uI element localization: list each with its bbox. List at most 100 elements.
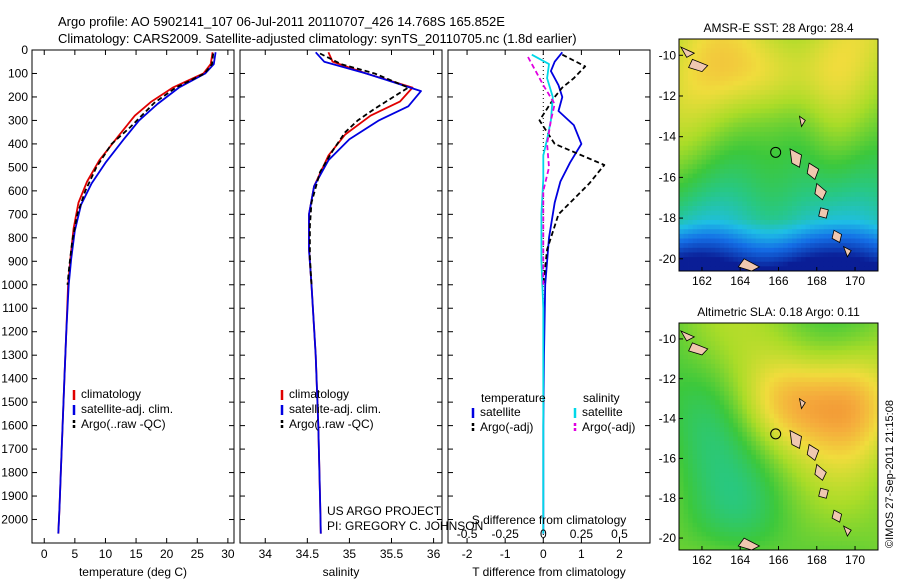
heatmap-cell: [751, 155, 757, 161]
heatmap-cell: [715, 472, 721, 478]
heatmap-cell: [796, 513, 802, 519]
heatmap-cell: [783, 391, 788, 397]
heatmap-cell: [846, 522, 852, 528]
heatmap-cell: [742, 359, 748, 365]
heatmap-cell: [850, 377, 856, 383]
heatmap-cell: [819, 540, 825, 546]
heatmap-cell: [724, 427, 730, 433]
heatmap-cell: [792, 48, 797, 54]
heatmap-cell: [873, 409, 879, 415]
heatmap-cell: [841, 182, 847, 188]
heatmap-cell: [792, 145, 797, 151]
heatmap-cell: [868, 495, 874, 501]
heatmap-cell: [801, 159, 807, 165]
heatmap-cell: [787, 141, 793, 147]
heatmap-cell: [733, 122, 739, 128]
heatmap-cell: [864, 341, 870, 347]
heatmap-cell: [778, 527, 784, 533]
heatmap-cell: [746, 117, 752, 123]
heatmap-cell: [719, 80, 725, 86]
heatmap-cell: [760, 168, 766, 174]
heatmap-cell: [733, 66, 739, 72]
heatmap-cell: [773, 386, 779, 392]
heatmap-cell: [796, 233, 802, 239]
heatmap-cell: [701, 206, 707, 212]
heatmap-cell: [814, 481, 820, 487]
heatmap-cell: [724, 238, 730, 244]
heatmap-cell: [688, 368, 693, 374]
heatmap-cell: [688, 206, 693, 212]
heatmap-cell: [783, 113, 788, 119]
heatmap-cell: [769, 117, 775, 123]
heatmap-cell: [769, 43, 775, 49]
heatmap-cell: [819, 382, 825, 387]
heatmap-cell: [688, 341, 693, 347]
heatmap-cell: [841, 113, 847, 119]
heatmap-cell: [751, 536, 757, 542]
heatmap-cell: [873, 43, 879, 49]
heatmap-cell: [801, 509, 807, 515]
heatmap-cell: [837, 431, 843, 437]
heatmap-cell: [814, 66, 820, 72]
heatmap-cell: [710, 39, 716, 45]
heatmap-cell: [764, 117, 770, 123]
heatmap-cell: [692, 266, 698, 272]
heatmap-cell: [801, 427, 807, 433]
heatmap-cell: [850, 522, 856, 528]
heatmap-cell: [746, 39, 752, 45]
heatmap-cell: [796, 85, 802, 91]
heatmap-cell: [814, 363, 820, 369]
heatmap-cell: [787, 196, 793, 202]
heatmap-cell: [728, 155, 734, 161]
heatmap-cell: [832, 518, 838, 524]
heatmap-cell: [823, 386, 829, 392]
heatmap-cell: [828, 85, 834, 91]
heatmap-cell: [751, 427, 757, 433]
heatmap-cell: [792, 450, 797, 456]
heatmap-cell: [692, 327, 698, 333]
heatmap-cell: [819, 224, 825, 230]
heatmap-cell: [697, 48, 703, 54]
heatmap-cell: [742, 463, 748, 469]
x-tick-label: 30: [221, 547, 235, 561]
heatmap-cell: [855, 90, 861, 96]
heatmap-cell: [769, 468, 775, 474]
heatmap-cell: [764, 187, 770, 193]
heatmap-cell: [773, 368, 779, 374]
heatmap-cell: [796, 363, 802, 369]
heatmap-cell: [801, 99, 807, 105]
heatmap-cell: [760, 136, 766, 142]
heatmap-cell: [715, 113, 721, 119]
heatmap-cell: [823, 141, 829, 147]
heatmap-cell: [706, 99, 712, 105]
heatmap-cell: [746, 531, 752, 537]
heatmap-cell: [850, 391, 856, 397]
s-tick-label: 0.25: [570, 527, 594, 541]
heatmap-cell: [706, 159, 712, 165]
heatmap-cell: [719, 168, 725, 174]
heatmap-cell: [701, 495, 707, 501]
heatmap-cell: [719, 431, 725, 437]
heatmap-cell: [710, 252, 716, 258]
heatmap-cell: [796, 117, 802, 123]
heatmap-cell: [773, 233, 779, 239]
heatmap-cell: [692, 233, 698, 239]
heatmap-cell: [683, 422, 689, 428]
heatmap-cell: [719, 66, 725, 72]
heatmap-cell: [715, 363, 721, 369]
heatmap-cell: [701, 386, 707, 392]
heatmap-cell: [719, 382, 725, 387]
heatmap-cell: [832, 238, 838, 244]
heatmap-cell: [706, 472, 712, 478]
heatmap-cell: [706, 178, 712, 184]
heatmap-cell: [769, 395, 775, 401]
heatmap-cell: [846, 117, 852, 123]
heatmap-cell: [814, 513, 820, 519]
heatmap-cell: [706, 531, 712, 537]
heatmap-cell: [814, 224, 820, 230]
heatmap-cell: [733, 386, 739, 392]
heatmap-cell: [701, 224, 707, 230]
heatmap-cell: [760, 350, 766, 356]
heatmap-cell: [701, 141, 707, 147]
heatmap-cell: [864, 94, 870, 100]
